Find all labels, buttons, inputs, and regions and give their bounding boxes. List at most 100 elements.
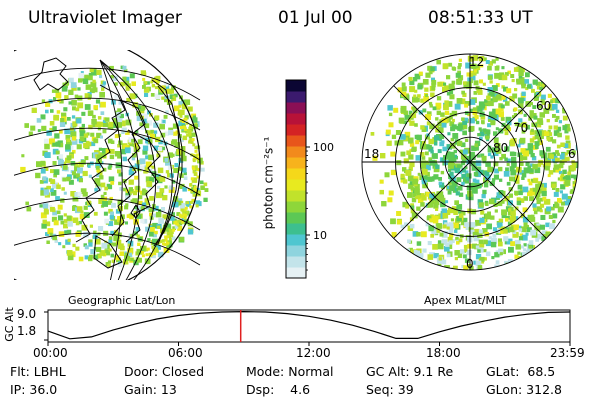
geo-pixel (100, 80, 105, 85)
apex-pixel (463, 84, 467, 89)
geo-pixel (108, 236, 113, 240)
geo-limb-pixel (193, 172, 197, 176)
geo-pixel (159, 123, 165, 130)
apex-pixel (415, 196, 419, 200)
apex-pixel (445, 209, 451, 215)
apex-pixel (466, 72, 471, 77)
apex-pixel (498, 248, 504, 254)
apex-pixel (477, 199, 484, 205)
geo-pixel (37, 129, 41, 133)
geo-pixel (50, 109, 54, 113)
geo-pixel (135, 185, 140, 191)
apex-pixel (481, 121, 485, 125)
apex-pixel (457, 140, 463, 147)
apex-pixel (521, 80, 527, 86)
info-filter: Flt: LBHL (10, 364, 66, 379)
geo-limb-pixel (163, 242, 167, 246)
apex-pixel (432, 176, 436, 180)
apex-pixel (566, 199, 573, 205)
geo-pixel (171, 236, 176, 241)
geo-pixel (192, 115, 196, 119)
geo-limb-pixel (179, 114, 183, 118)
geo-pixel (139, 122, 144, 127)
geo-pixel (159, 188, 165, 193)
apex-pixel (523, 167, 530, 174)
geo-limb-pixel (194, 154, 197, 158)
apex-pixel (458, 63, 462, 67)
apex-pixel (548, 215, 553, 219)
geo-pixel (102, 148, 108, 154)
geo-pixel (82, 78, 89, 84)
apex-pixel (463, 117, 469, 123)
geo-pixel (48, 205, 52, 209)
apex-pixel (444, 110, 450, 116)
geo-pixel (53, 169, 60, 175)
geo-limb-pixel (182, 212, 186, 215)
geo-pixel (112, 75, 118, 81)
apex-pixel (526, 84, 532, 89)
apex-pixel (469, 222, 476, 228)
geo-pixel (181, 103, 188, 110)
geo-pixel (60, 220, 65, 225)
geo-pixel (204, 188, 209, 192)
apex-pixel (425, 223, 429, 227)
apex-pixel (512, 151, 517, 157)
apex-pixel (551, 183, 556, 188)
apex-pixel (436, 110, 441, 115)
apex-pixel (490, 120, 496, 126)
coastline-outlines (33, 57, 183, 269)
geo-limb-pixel (166, 231, 170, 235)
apex-pixel (473, 260, 478, 265)
apex-pixel (541, 230, 548, 236)
geo-pixel (196, 201, 202, 207)
apex-pixel (518, 74, 523, 79)
apex-pixel (486, 95, 491, 101)
geo-pixel (63, 107, 68, 112)
apex-pixel (485, 202, 489, 206)
geo-pixel (75, 173, 80, 178)
apex-pixel (506, 216, 510, 220)
apex-pixel (487, 115, 493, 121)
colorbar-segment (286, 146, 306, 158)
geo-pixel (177, 220, 183, 226)
geo-pixel (131, 157, 136, 161)
apex-pixel (442, 82, 447, 86)
apex-pixel (475, 245, 480, 249)
geo-pixel (144, 200, 149, 206)
geo-pixel (157, 167, 164, 174)
geo-limb-pixel (165, 241, 169, 245)
apex-pixel (464, 103, 468, 108)
geo-pixel (96, 157, 102, 164)
geo-limb-pixel (175, 222, 179, 226)
geo-pixel (66, 139, 72, 146)
geo-pixel (81, 224, 88, 231)
apex-pixel (480, 115, 486, 120)
geo-pixel (134, 175, 139, 180)
geo-pixel (104, 218, 110, 224)
geo-pixel (158, 218, 164, 224)
geo-pixel (66, 229, 72, 235)
apex-pixel (552, 114, 556, 118)
apex-pixel (485, 135, 490, 140)
apex-pixel (518, 123, 522, 127)
apex-pixel (547, 174, 551, 178)
apex-pixel (466, 83, 472, 89)
geo-pixel (25, 201, 29, 206)
apex-pixel (517, 251, 521, 255)
apex-pixel (407, 175, 414, 182)
geo-pixel (55, 196, 59, 200)
apex-pixel (420, 160, 427, 166)
geo-pixel (80, 71, 84, 75)
geo-pixel (146, 120, 153, 126)
geo-pixel (80, 210, 84, 214)
apex-pixel (540, 99, 545, 104)
parallel-line (14, 232, 201, 266)
geo-pixel (141, 189, 148, 196)
geo-pixel (114, 151, 121, 157)
geo-pixel (76, 118, 82, 124)
geo-pixel (102, 119, 107, 123)
apex-pixel (478, 202, 484, 208)
apex-pixel (434, 135, 440, 141)
geo-pixel (122, 259, 129, 265)
apex-pixel (527, 190, 533, 197)
